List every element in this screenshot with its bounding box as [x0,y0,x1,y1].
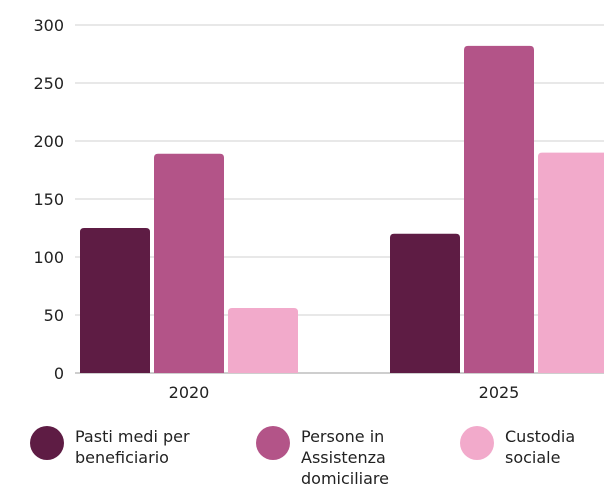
y-tick-label: 300 [33,16,64,35]
y-tick-label: 100 [33,248,64,267]
bar-2025-series-2 [464,45,534,373]
bar-2020-series-2 [154,153,224,373]
legend-item-persone: Persone in Assistenza domiciliare [256,426,389,489]
legend-swatch-pasti [30,426,64,460]
y-axis-ticks: 0 50 100 150 200 250 300 [33,16,64,383]
bar-2020-series-3 [228,308,298,373]
legend: Pasti medi per beneficiario Persone in A… [0,426,604,500]
y-tick-label: 200 [33,132,64,151]
x-tick-label: 2020 [169,383,210,402]
y-tick-label: 250 [33,74,64,93]
legend-item-pasti: Pasti medi per beneficiario [30,426,190,468]
x-axis-ticks: 2020 2025 [169,383,520,402]
bar-2020-series-1 [80,228,150,373]
legend-label-pasti: Pasti medi per beneficiario [75,427,190,467]
legend-item-custodia: Custodia sociale [460,426,575,468]
x-tick-label: 2025 [479,383,520,402]
bar-2025-series-3 [538,152,604,373]
legend-label-persone: Persone in Assistenza domiciliare [301,427,389,488]
legend-swatch-persone [256,426,290,460]
y-tick-label: 0 [54,364,64,383]
bar-2025-series-1 [390,233,460,373]
legend-swatch-custodia [460,426,494,460]
y-tick-label: 50 [44,306,64,325]
legend-label-custodia: Custodia sociale [505,427,576,467]
bars [80,45,604,373]
y-tick-label: 150 [33,190,64,209]
